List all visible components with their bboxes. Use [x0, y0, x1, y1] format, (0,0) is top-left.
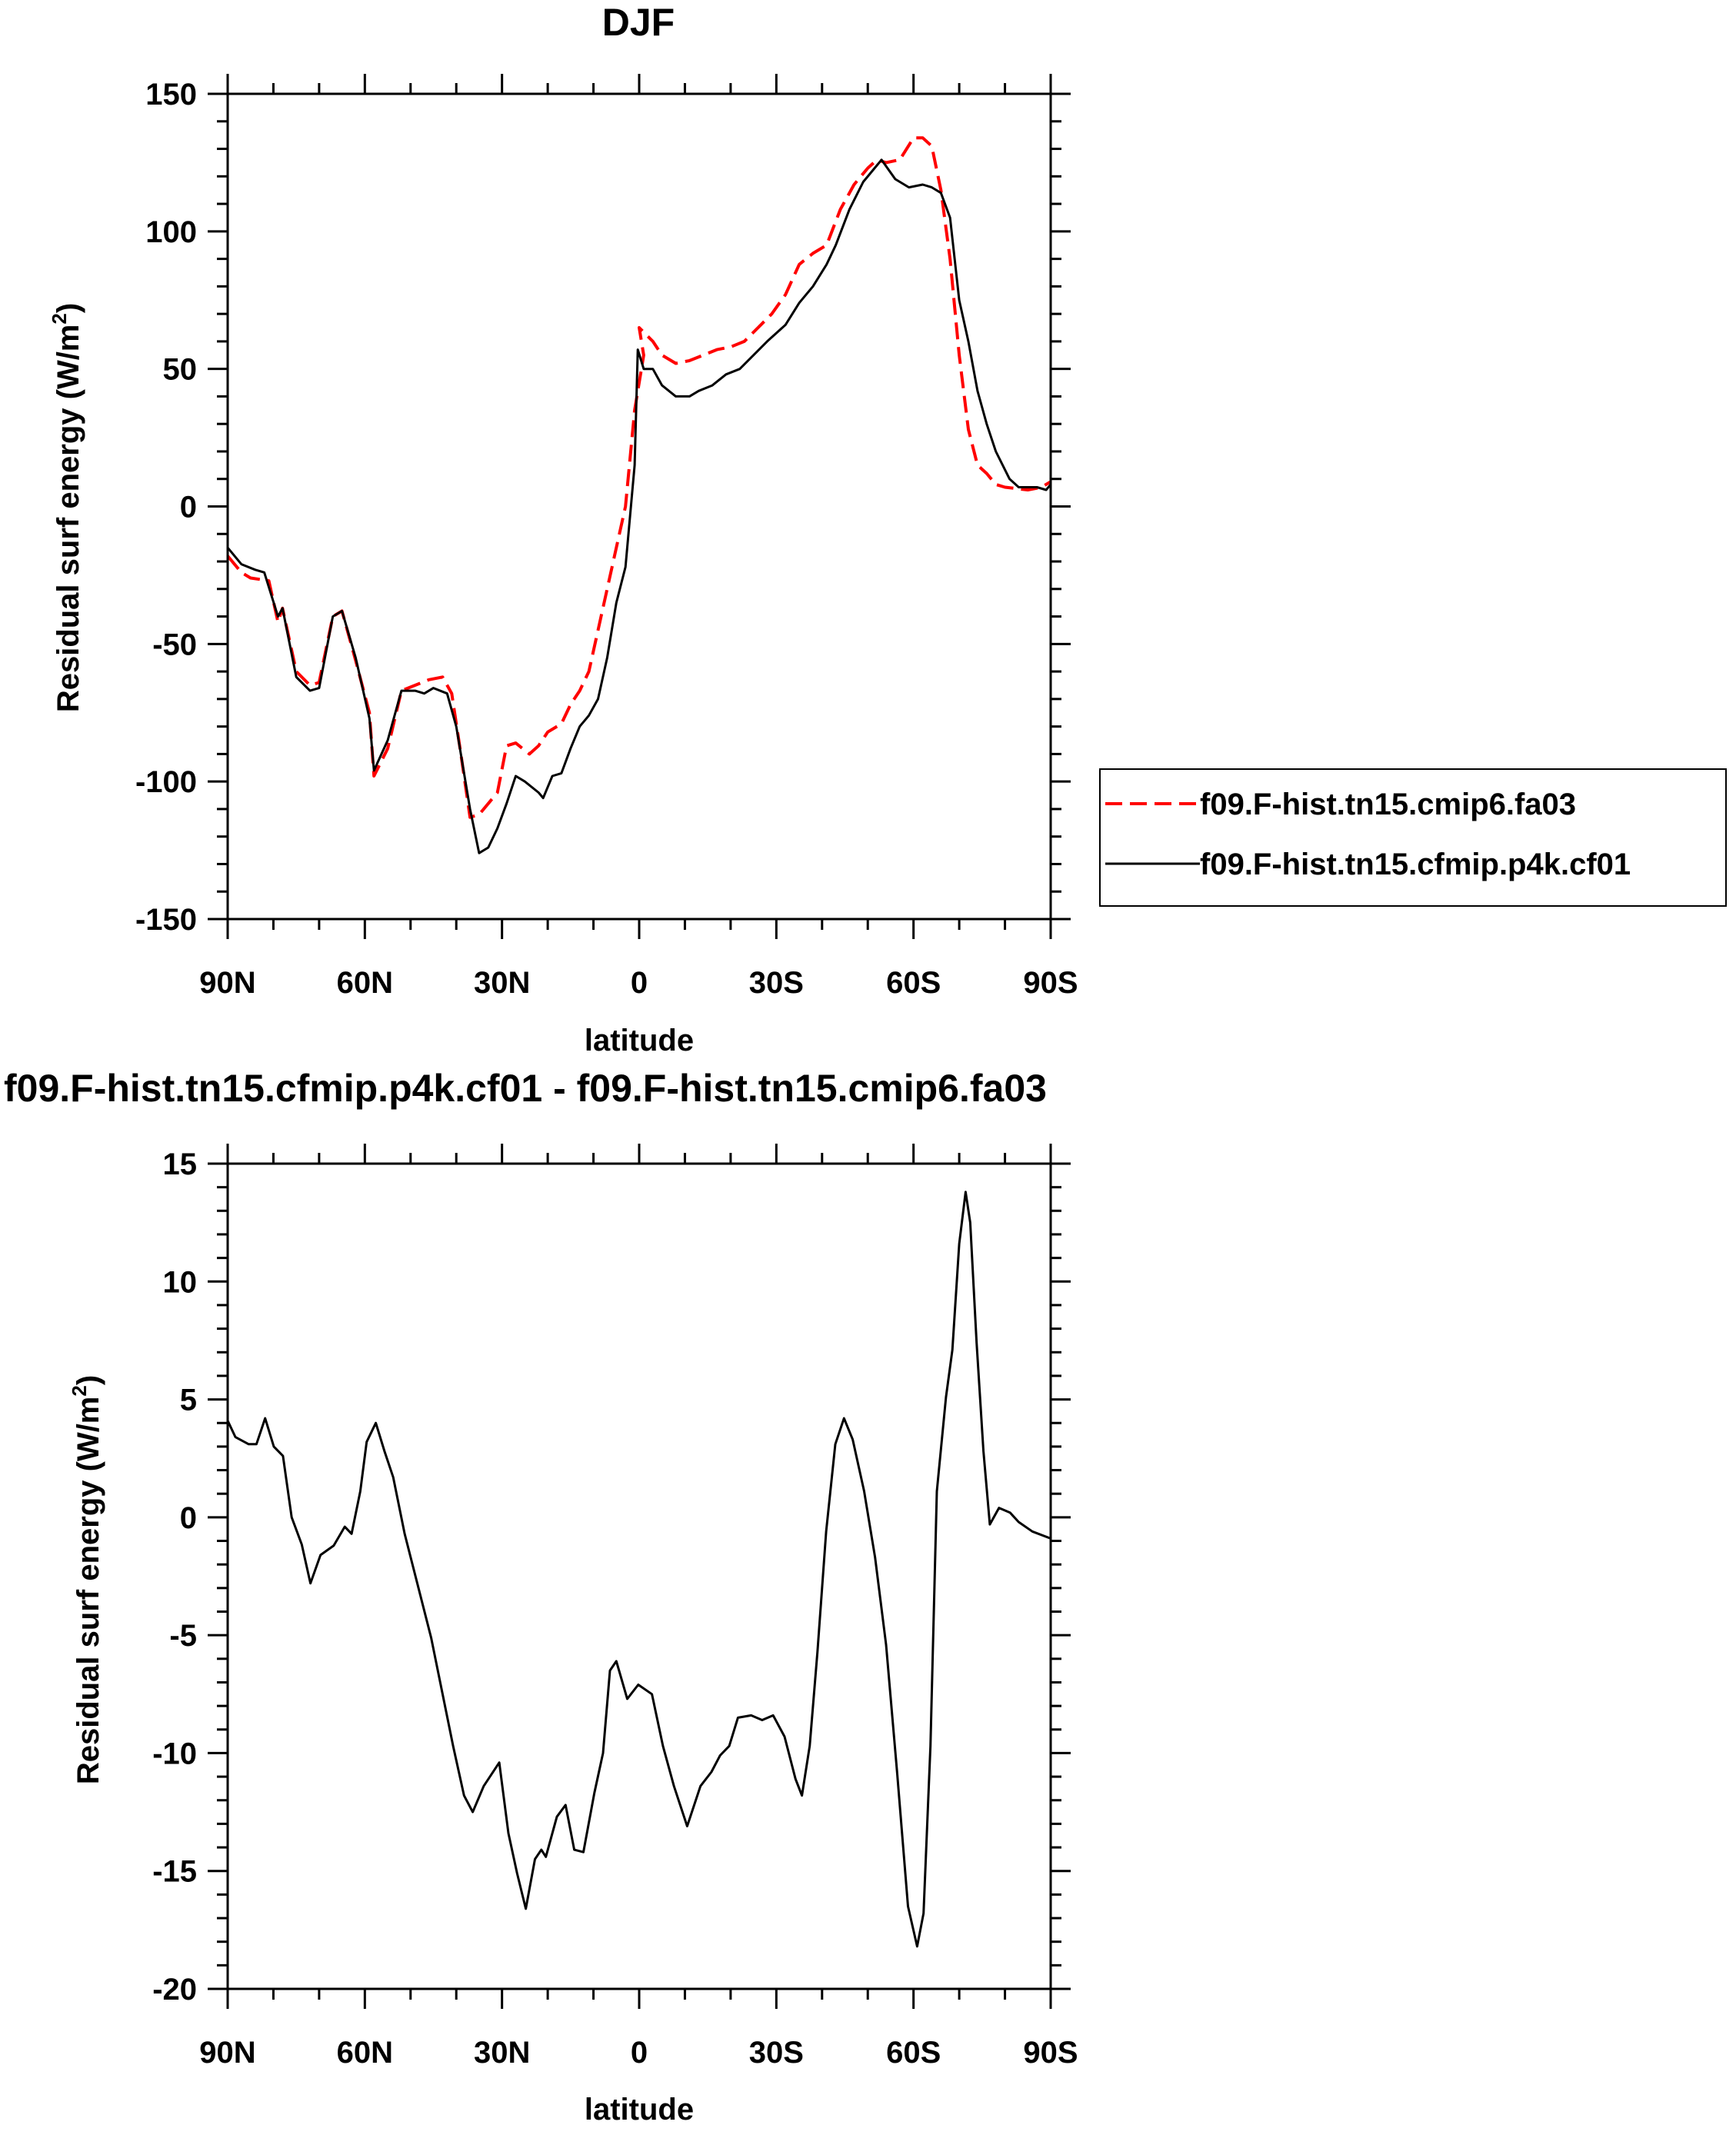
series-line-difference	[226, 1191, 1051, 1948]
chart-title: f09.F-hist.tn15.cfmip.p4k.cf01 - f09.F-h…	[4, 1067, 1047, 1110]
series-line-cfmip-p4k-cf01	[226, 158, 1052, 854]
y-axis-label-text: Residual surf energy (W/m	[52, 325, 85, 713]
x-tick-label: 60N	[337, 966, 393, 1000]
y-tick-label: 0	[180, 491, 197, 525]
x-tick-label: 0	[631, 2036, 648, 2070]
x-tick-label: 0	[631, 966, 648, 1000]
x-tick-label: 60N	[337, 2036, 393, 2070]
y-tick-label: 150	[145, 78, 197, 112]
y-axis-label: Residual surf energy (W/m2)	[48, 303, 85, 712]
legend-label-p4k: f09.F-hist.tn15.cfmip.p4k.cf01	[1200, 848, 1631, 881]
x-tick-label: 30S	[749, 2036, 804, 2070]
plot-frame	[226, 92, 1052, 921]
y-tick-label: 50	[163, 353, 198, 387]
x-tick-label: 90S	[1023, 966, 1078, 1000]
series-line-cmip6-fa03	[226, 136, 1052, 819]
legend-box	[1099, 768, 1727, 907]
x-tick-label: 90N	[199, 966, 255, 1000]
x-tick-label: 30S	[749, 966, 804, 1000]
top-panel-djf: DJF latitude Residual surf energy (W/m2)…	[48, 1, 1727, 1058]
x-tick-label: 90S	[1023, 2036, 1078, 2070]
y-tick-label: -10	[152, 1737, 197, 1770]
x-tick-label: 90N	[199, 2036, 255, 2070]
legend-label-cmip6: f09.F-hist.tn15.cmip6.fa03	[1200, 788, 1576, 821]
x-axis-label: latitude	[585, 2093, 694, 2127]
y-tick-label: 10	[163, 1265, 198, 1299]
y-tick-label: -20	[152, 1973, 197, 2007]
y-tick-label: -15	[152, 1855, 197, 1889]
y-axis-label-text: Residual surf energy (W/m	[72, 1397, 105, 1785]
y-axis-label-close: )	[52, 303, 85, 313]
y-tick-label: 0	[180, 1501, 197, 1535]
y-axis-label-close: )	[72, 1375, 105, 1385]
x-tick-label: 60S	[886, 2036, 941, 2070]
chart-title: DJF	[602, 1, 675, 44]
y-tick-label: 5	[180, 1384, 197, 1417]
y-tick-label: -50	[152, 628, 197, 661]
plot-frame	[226, 1162, 1052, 1990]
x-tick-label: 60S	[886, 966, 941, 1000]
y-tick-label: -5	[169, 1619, 197, 1653]
y-tick-label: -100	[135, 765, 197, 799]
legend: f09.F-hist.tn15.cmip6.fa03 f09.F-hist.tn…	[1099, 768, 1727, 907]
y-axis-label: Residual surf energy (W/m2)	[68, 1375, 105, 1784]
bottom-panel-difference: f09.F-hist.tn15.cfmip.p4k.cf01 - f09.F-h…	[4, 1067, 1078, 2127]
y-tick-label: 15	[163, 1147, 198, 1181]
y-tick-label: 100	[145, 215, 197, 249]
x-tick-label: 30N	[474, 2036, 530, 2070]
x-tick-label: 30N	[474, 966, 530, 1000]
y-axis-label-sup: 2	[68, 1385, 91, 1396]
y-tick-label: -150	[135, 903, 197, 937]
y-axis-label-sup: 2	[48, 313, 71, 324]
x-axis-label: latitude	[585, 1024, 694, 1058]
